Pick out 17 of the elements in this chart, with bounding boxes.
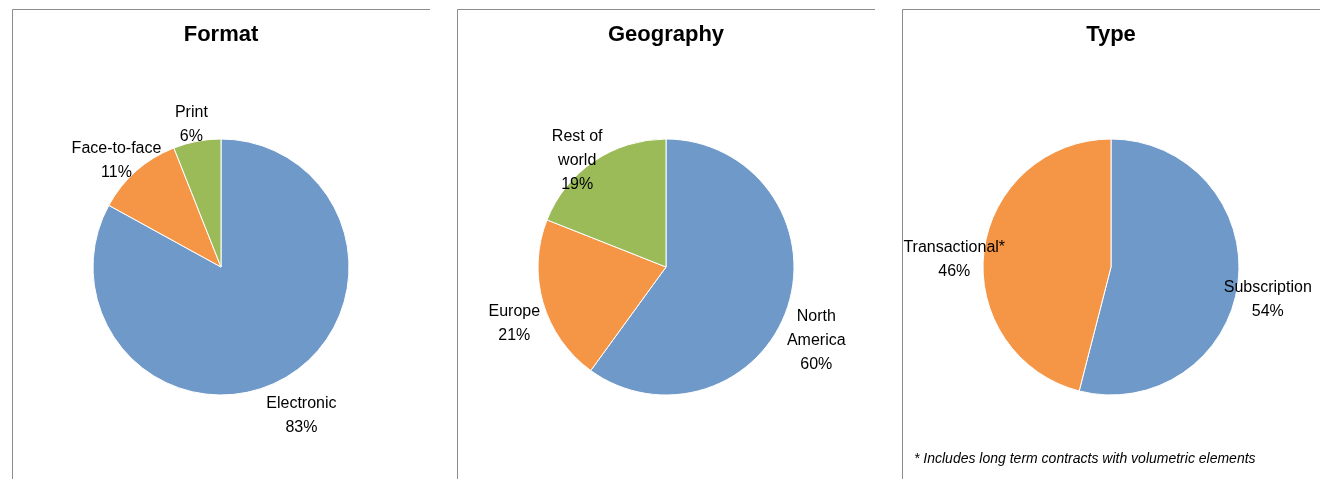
slice-label: Europe [488, 302, 541, 320]
data-label: 46% [938, 262, 971, 280]
slice-label: Face-to-face [71, 139, 162, 157]
text: * Includes long term contracts with volumetric elements [914, 450, 1256, 466]
data-label: 21% [498, 326, 531, 344]
slice-label: Rest of world [551, 127, 604, 169]
slice-label: Print [174, 102, 209, 120]
data-label: 6% [179, 126, 203, 144]
slice-label: Electronic [266, 394, 337, 411]
data-label: 54% [1251, 301, 1284, 319]
data-label: 60% [800, 354, 833, 372]
slice-label: North America [786, 306, 846, 348]
chart-title: Geography [607, 21, 725, 46]
chart-title: Type [1086, 21, 1136, 46]
chart-title: Format [183, 21, 259, 46]
data-label: 11% [101, 163, 132, 181]
data-label: 83% [285, 418, 318, 435]
